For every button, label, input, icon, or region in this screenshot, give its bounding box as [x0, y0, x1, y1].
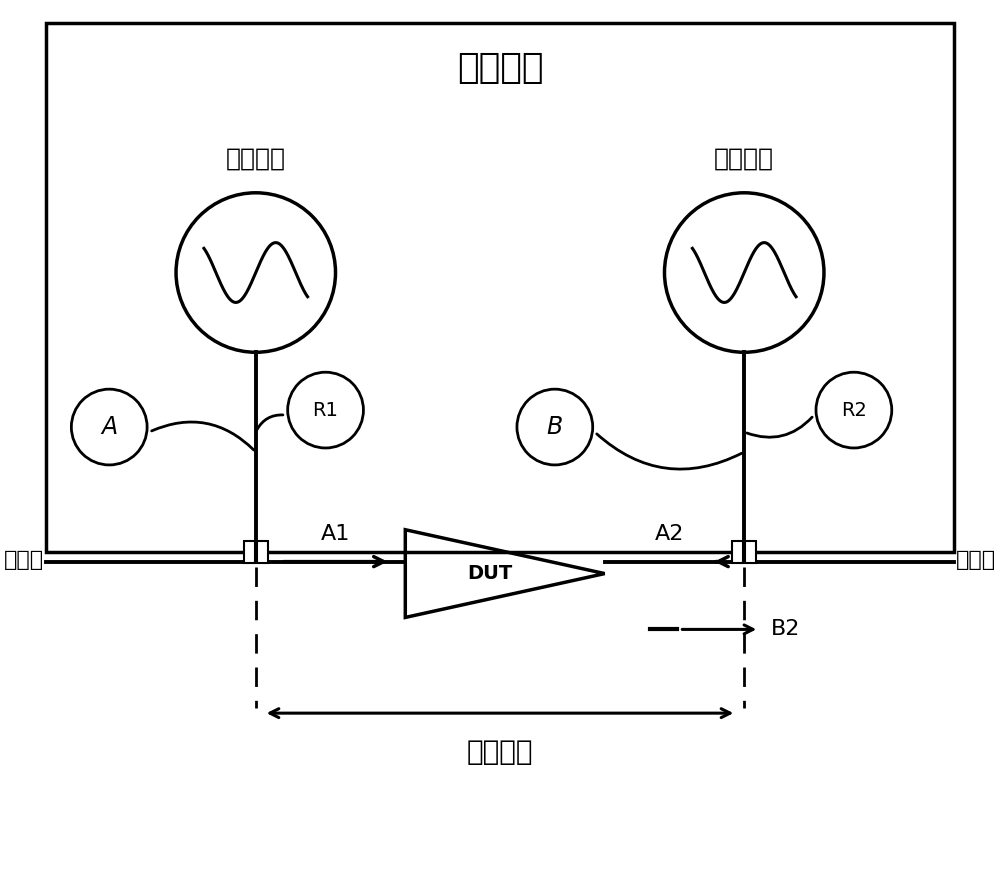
Text: R2: R2 — [841, 400, 867, 420]
Bar — [257, 541, 268, 563]
Bar — [244, 541, 255, 563]
Bar — [732, 541, 743, 563]
Text: DUT: DUT — [467, 564, 513, 583]
Text: 信号源二: 信号源二 — [714, 147, 774, 171]
Circle shape — [517, 389, 593, 465]
Text: A: A — [101, 415, 117, 439]
Text: B2: B2 — [771, 619, 801, 639]
Text: A1: A1 — [321, 524, 350, 543]
Text: B: B — [547, 415, 563, 439]
Circle shape — [71, 389, 147, 465]
Bar — [745, 541, 756, 563]
Text: 端口一: 端口一 — [4, 549, 44, 570]
Circle shape — [664, 193, 824, 352]
Text: 信号源一: 信号源一 — [226, 147, 286, 171]
Circle shape — [288, 372, 363, 448]
Text: R1: R1 — [313, 400, 338, 420]
Circle shape — [176, 193, 336, 352]
Text: 校准平面: 校准平面 — [467, 738, 533, 766]
Circle shape — [816, 372, 892, 448]
Text: A2: A2 — [655, 524, 684, 543]
Text: 端口二: 端口二 — [956, 549, 996, 570]
Text: 测试仪器: 测试仪器 — [457, 51, 543, 86]
FancyBboxPatch shape — [46, 23, 954, 551]
